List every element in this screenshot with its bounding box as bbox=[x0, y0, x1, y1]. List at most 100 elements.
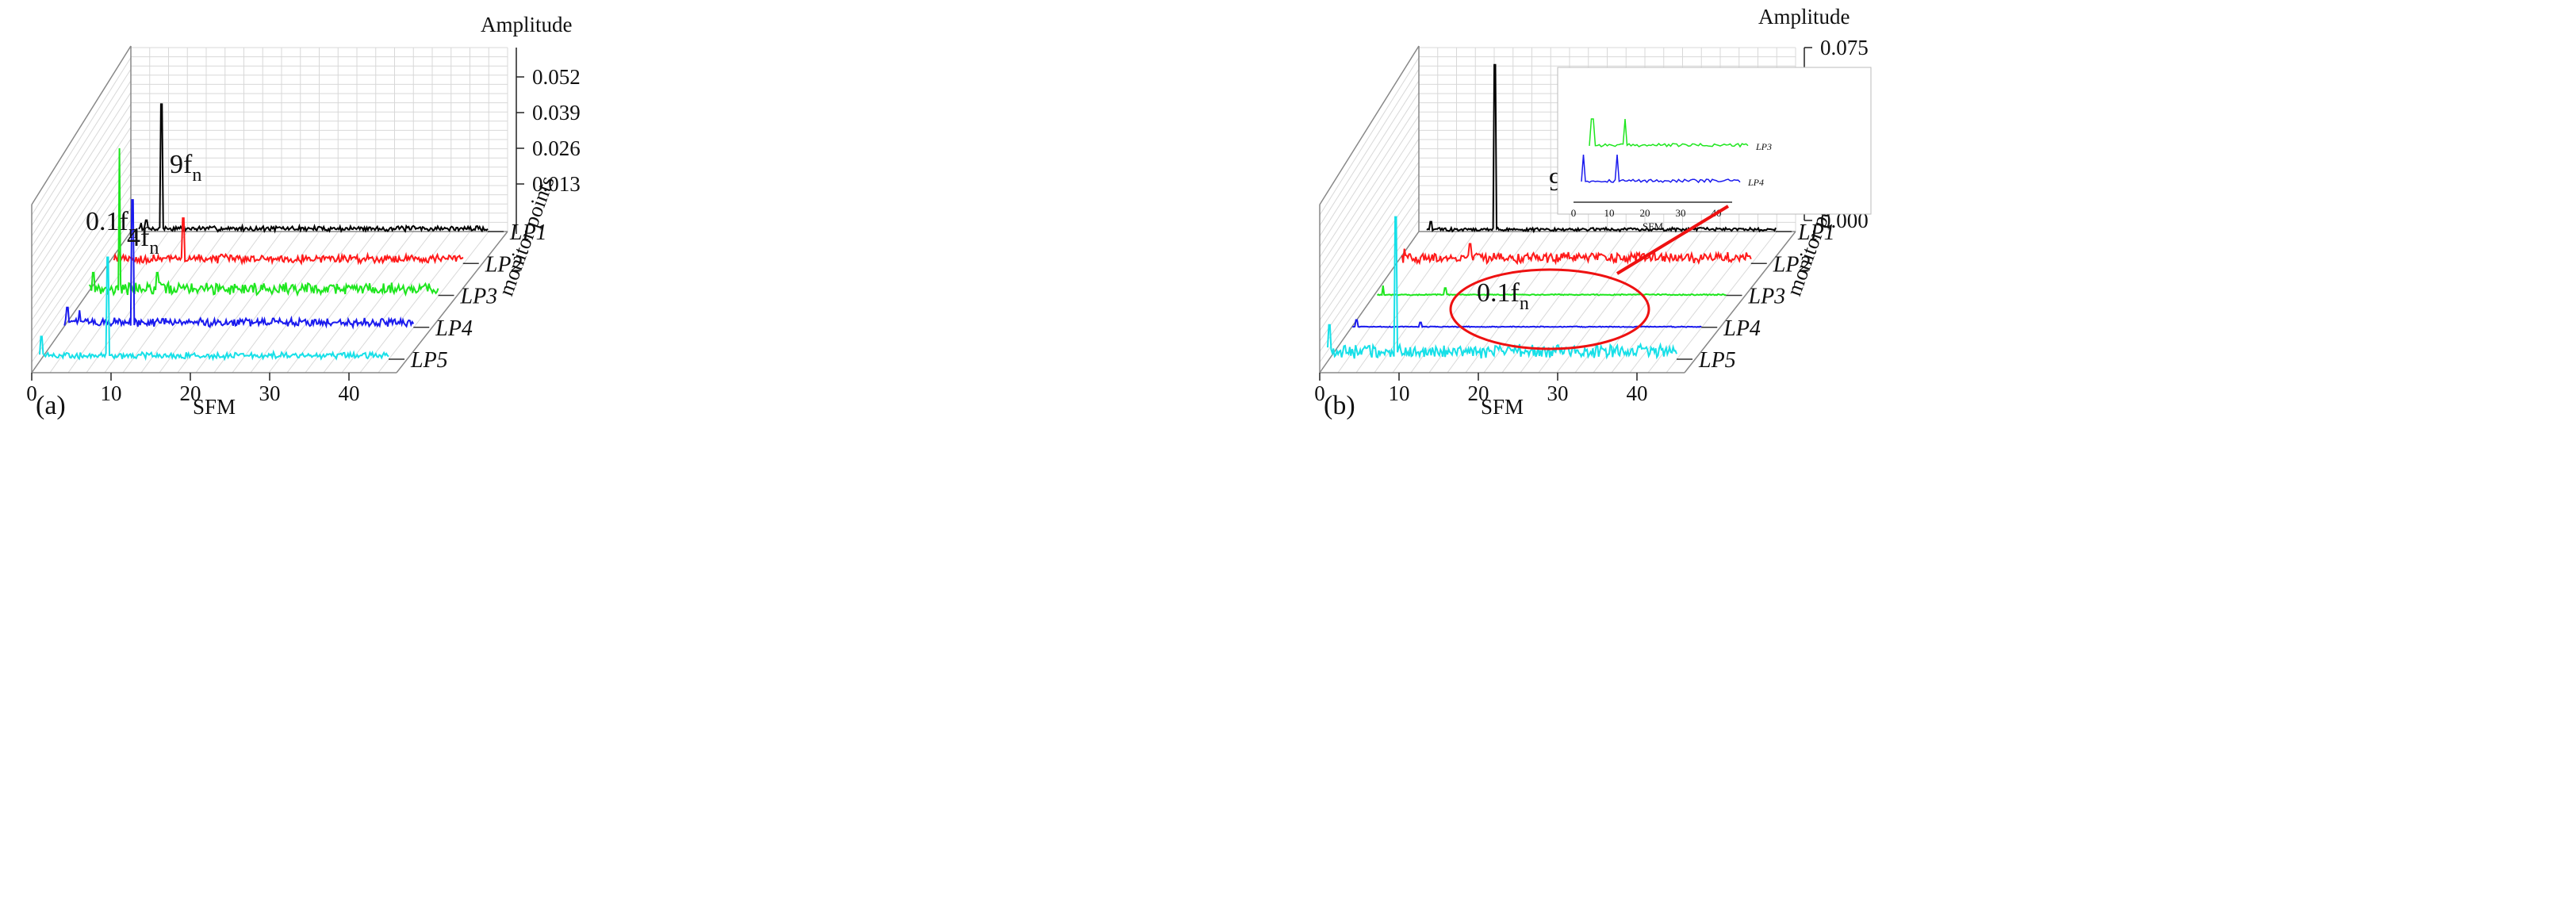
amplitude-axis bbox=[516, 48, 524, 234]
floor-grid-line bbox=[1611, 231, 1721, 373]
peak-annotation: 4fn bbox=[127, 223, 159, 259]
side-wall-grid-line bbox=[31, 92, 132, 247]
floor-grid-line bbox=[67, 231, 169, 373]
floor-grid-line bbox=[1410, 231, 1514, 373]
inset-series-lp3 bbox=[1589, 118, 1749, 148]
floor-grid-line bbox=[104, 231, 207, 373]
floor-grid-line bbox=[286, 231, 395, 373]
side-wall-grid-line bbox=[31, 161, 132, 310]
series-line-lp3 bbox=[88, 147, 439, 297]
side-wall-grid-line bbox=[1319, 80, 1420, 237]
side-wall-grid-line bbox=[1319, 103, 1420, 258]
peak-annotation: 0.1fn bbox=[86, 207, 138, 243]
x-tick-label: 20 bbox=[1468, 381, 1489, 405]
annotation-subscript: n bbox=[192, 165, 201, 186]
annotation-base: 4f bbox=[127, 223, 150, 252]
annotation-subscript: n bbox=[1520, 293, 1529, 314]
left-floor-edge bbox=[1319, 231, 1420, 373]
series-label: LP3 bbox=[460, 285, 498, 309]
amplitude-tick-label: 0.013 bbox=[532, 172, 581, 196]
floor-grid-line bbox=[1428, 231, 1532, 373]
side-wall-grid-line bbox=[31, 138, 132, 289]
series-line-lp5 bbox=[1327, 216, 1677, 360]
highlight-ellipse bbox=[1449, 268, 1650, 350]
inset-series-lp4 bbox=[1581, 154, 1741, 184]
right-floor-edge bbox=[1684, 231, 1796, 373]
side-wall-grid-line bbox=[1319, 220, 1420, 363]
series-line-lp1 bbox=[138, 103, 489, 234]
floor-grid-line bbox=[159, 231, 263, 373]
inset-frame bbox=[1557, 67, 1872, 215]
floor-grid-line bbox=[323, 231, 433, 373]
side-wall-grid-line bbox=[1319, 68, 1420, 226]
x-tick-label: 20 bbox=[180, 381, 201, 405]
floor-grid-line bbox=[1666, 231, 1777, 373]
side-wall-grid-line bbox=[1319, 92, 1420, 247]
side-wall-grid-line bbox=[31, 127, 132, 279]
side-wall-grid-line bbox=[1319, 150, 1420, 300]
top-left-edge bbox=[31, 45, 132, 205]
side-wall-grid-line bbox=[31, 103, 132, 258]
side-wall-grid-line bbox=[31, 115, 132, 268]
side-wall-grid-line bbox=[31, 173, 132, 321]
inset-x-tick-label: 10 bbox=[1604, 207, 1615, 219]
side-wall-grid-line bbox=[31, 208, 132, 352]
axes-frame bbox=[1319, 45, 1796, 373]
side-wall-grid-line bbox=[1319, 185, 1420, 331]
panel-label: (b) bbox=[1324, 391, 1355, 420]
side-wall-grid-line bbox=[31, 68, 132, 226]
annotation-base: 9f bbox=[170, 150, 193, 179]
floor-grid-line bbox=[177, 231, 282, 373]
series-label: LP5 bbox=[410, 348, 448, 373]
series-label: LP4 bbox=[1723, 316, 1761, 341]
side-wall-grid-line bbox=[31, 196, 132, 342]
series-line-lp1 bbox=[1426, 63, 1777, 234]
series-label: LP2 bbox=[485, 252, 523, 277]
annotation-subscript: n bbox=[149, 238, 159, 259]
floor-grid-line bbox=[305, 231, 414, 373]
annotation-base: 0.1f bbox=[86, 207, 129, 236]
floor-grid-line bbox=[195, 231, 301, 373]
inset-x-tick-label: 0 bbox=[1571, 207, 1577, 219]
x-axis bbox=[31, 373, 350, 381]
series-label: LP4 bbox=[435, 316, 473, 341]
inset-series-label: LP3 bbox=[1755, 141, 1772, 152]
side-wall-grid-line bbox=[1319, 57, 1420, 216]
panel-b-chart: 0.0000.0150.0300.0450.0600.075Amplitude0… bbox=[1314, 5, 1872, 420]
inset-x-tick-label: 30 bbox=[1676, 207, 1686, 219]
side-wall-grid-line bbox=[31, 185, 132, 331]
x-axis-label: SFM bbox=[1481, 395, 1524, 419]
amplitude-tick-label: 0.026 bbox=[532, 136, 581, 160]
inset-chart: 010203040SFMLP3LP4 bbox=[1557, 67, 1872, 232]
panel-a-chart: 0.013 0.026 0.039 0.052 Amplitude 0 10 20 30 40 SF… bbox=[26, 13, 581, 420]
floor-grid-line bbox=[378, 231, 489, 373]
annotation-subscript: n bbox=[128, 222, 138, 243]
amplitude-tick-label: 0.039 bbox=[532, 101, 581, 124]
series-line-lp2 bbox=[1401, 243, 1752, 266]
side-wall-grid-line bbox=[1319, 115, 1420, 268]
amplitude-axis-label: Amplitude bbox=[481, 13, 573, 36]
floor-grid-line bbox=[86, 231, 188, 373]
left-floor-edge bbox=[31, 231, 132, 373]
highlight-connector bbox=[1616, 205, 1730, 275]
x-tick-label: 30 bbox=[1547, 381, 1569, 405]
side-wall-grid-line bbox=[1319, 196, 1420, 342]
side-wall-grid-line bbox=[31, 150, 132, 300]
x-tick-label: 10 bbox=[1389, 381, 1410, 405]
side-wall-grid-line bbox=[1319, 161, 1420, 310]
x-tick-label: 30 bbox=[259, 381, 281, 405]
series-line-lp2 bbox=[113, 217, 464, 266]
floor-grid-line bbox=[122, 231, 226, 373]
x-tick-label: 40 bbox=[1627, 381, 1648, 405]
peak-annotation: 9fn bbox=[170, 150, 201, 186]
grid-lines bbox=[31, 45, 508, 373]
series-label: LP1 bbox=[1797, 220, 1835, 245]
amplitude-tick-label: 0.052 bbox=[532, 65, 581, 89]
side-wall-grid-line bbox=[31, 57, 132, 216]
series-label: LP3 bbox=[1748, 285, 1786, 309]
series-label: LP5 bbox=[1698, 348, 1736, 373]
series-line-lp4 bbox=[63, 199, 415, 330]
side-wall-grid-line bbox=[1319, 173, 1420, 321]
series-line-lp3 bbox=[1376, 285, 1727, 297]
